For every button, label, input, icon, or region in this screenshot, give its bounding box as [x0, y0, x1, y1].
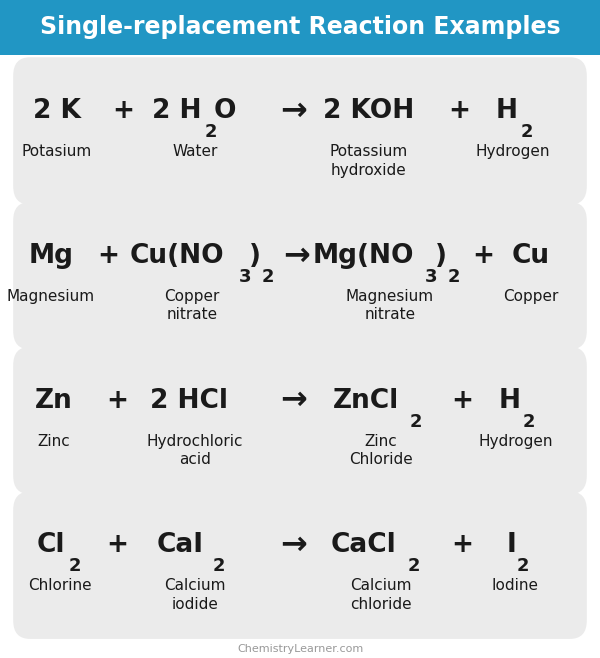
Text: Zinc: Zinc — [38, 434, 70, 449]
Text: ChemistryLearner.com: ChemistryLearner.com — [237, 644, 363, 654]
Text: Water: Water — [172, 144, 218, 159]
Text: →: → — [281, 530, 307, 561]
Text: 2: 2 — [517, 557, 529, 575]
Text: Copper
nitrate: Copper nitrate — [164, 289, 220, 322]
Text: H: H — [499, 388, 521, 414]
Text: 2 H: 2 H — [152, 98, 202, 124]
Text: 3: 3 — [239, 268, 251, 286]
Text: Single-replacement Reaction Examples: Single-replacement Reaction Examples — [40, 15, 560, 39]
Text: 2 HCl: 2 HCl — [150, 388, 228, 414]
Text: 2: 2 — [69, 557, 81, 575]
Text: I: I — [506, 532, 516, 559]
FancyBboxPatch shape — [13, 202, 587, 349]
Text: ): ) — [435, 243, 447, 269]
Text: +: + — [97, 243, 119, 269]
FancyBboxPatch shape — [13, 347, 587, 494]
Text: 2: 2 — [262, 268, 274, 286]
Text: +: + — [451, 388, 473, 414]
Text: 2: 2 — [408, 557, 420, 575]
Text: 2: 2 — [213, 557, 225, 575]
Text: Hydrogen: Hydrogen — [479, 434, 553, 449]
FancyBboxPatch shape — [13, 57, 587, 205]
Text: Copper: Copper — [503, 289, 559, 304]
Text: Zn: Zn — [35, 388, 73, 414]
Text: 3: 3 — [425, 268, 437, 286]
Text: +: + — [112, 98, 134, 124]
Text: Zinc
Chloride: Zinc Chloride — [349, 434, 413, 467]
Text: →: → — [284, 240, 310, 272]
Text: H: H — [496, 98, 518, 124]
Text: +: + — [448, 98, 470, 124]
Text: Iodine: Iodine — [491, 578, 538, 594]
Text: Cu: Cu — [512, 243, 550, 269]
Text: 2 KOH: 2 KOH — [323, 98, 415, 124]
Text: Magnesium
nitrate: Magnesium nitrate — [346, 289, 434, 322]
Text: Chlorine: Chlorine — [28, 578, 92, 594]
Text: Mg(NO: Mg(NO — [312, 243, 414, 269]
Text: 2: 2 — [410, 413, 422, 430]
Text: +: + — [106, 532, 128, 559]
Text: Cl: Cl — [37, 532, 65, 559]
Text: Calcium
iodide: Calcium iodide — [164, 578, 226, 612]
Text: 2: 2 — [521, 123, 533, 141]
Text: Calcium
chloride: Calcium chloride — [350, 578, 412, 612]
Text: ): ) — [249, 243, 261, 269]
Text: 2: 2 — [205, 123, 217, 141]
Text: +: + — [451, 532, 473, 559]
Text: Potasium: Potasium — [22, 144, 92, 159]
Text: CaI: CaI — [157, 532, 203, 559]
Text: Cu(NO: Cu(NO — [130, 243, 224, 269]
FancyBboxPatch shape — [0, 0, 600, 55]
Text: +: + — [106, 388, 128, 414]
Text: 2: 2 — [448, 268, 460, 286]
Text: →: → — [281, 95, 307, 127]
FancyBboxPatch shape — [13, 492, 587, 639]
Text: Magnesium: Magnesium — [7, 289, 95, 304]
Text: CaCl: CaCl — [330, 532, 396, 559]
Text: Mg: Mg — [29, 243, 74, 269]
Text: ZnCl: ZnCl — [333, 388, 399, 414]
Text: 2 K: 2 K — [33, 98, 81, 124]
Text: Potassium
hydroxide: Potassium hydroxide — [330, 144, 408, 178]
Text: 2: 2 — [523, 413, 535, 430]
Text: →: → — [281, 385, 307, 417]
Text: +: + — [472, 243, 494, 269]
Text: O: O — [214, 98, 236, 124]
Text: Hydrogen: Hydrogen — [476, 144, 550, 159]
Text: Hydrochloric
acid: Hydrochloric acid — [147, 434, 243, 467]
